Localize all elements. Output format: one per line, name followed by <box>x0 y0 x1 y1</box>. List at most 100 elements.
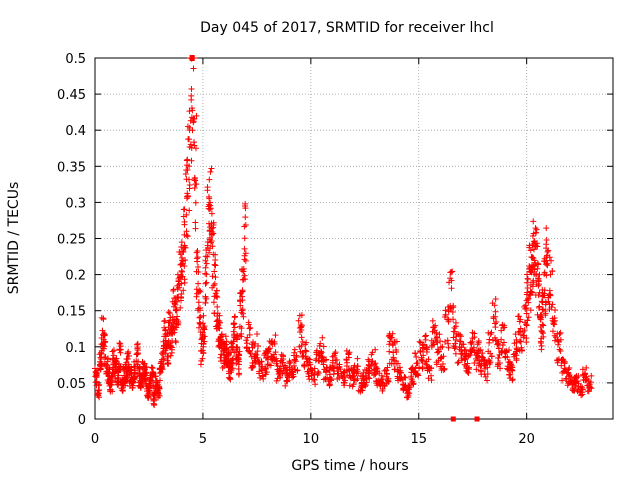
data-point <box>207 205 214 212</box>
data-point <box>340 379 347 386</box>
data-point <box>181 244 188 251</box>
data-point <box>374 365 381 372</box>
data-point <box>412 350 419 357</box>
data-point <box>102 338 109 345</box>
data-point <box>148 364 155 371</box>
data-point <box>267 362 274 369</box>
data-point <box>259 373 266 380</box>
data-point <box>505 347 512 354</box>
data-point <box>404 390 411 397</box>
data-point <box>575 373 582 380</box>
data-point <box>297 324 304 331</box>
data-point <box>509 377 516 384</box>
data-point <box>392 346 399 353</box>
data-point <box>184 156 191 163</box>
data-point <box>309 367 316 374</box>
data-point <box>188 157 195 164</box>
data-point <box>199 355 206 362</box>
data-point <box>343 357 350 364</box>
data-point <box>545 298 552 305</box>
data-point <box>416 338 423 345</box>
data-point <box>269 337 276 344</box>
data-point <box>298 312 305 319</box>
data-point <box>286 360 293 367</box>
data-point <box>347 374 354 381</box>
data-point <box>372 346 379 353</box>
data-point <box>186 182 193 189</box>
data-point <box>538 328 545 335</box>
data-point <box>228 366 235 373</box>
data-point <box>413 354 420 361</box>
data-point <box>517 338 524 345</box>
data-point <box>202 253 209 260</box>
data-point <box>249 364 256 371</box>
data-point <box>167 342 174 349</box>
data-point <box>195 299 202 306</box>
data-point <box>536 271 543 278</box>
y-tick-label: 0 <box>78 413 86 428</box>
data-point <box>197 313 204 320</box>
data-point <box>154 389 161 396</box>
data-point <box>238 307 245 314</box>
data-point <box>282 382 289 389</box>
data-point <box>290 373 297 380</box>
data-point <box>473 366 480 373</box>
data-point <box>159 356 166 363</box>
data-point <box>231 324 238 331</box>
data-point <box>208 225 215 232</box>
data-point <box>537 338 544 345</box>
data-point <box>195 280 202 287</box>
data-point <box>133 351 140 358</box>
data-point <box>383 373 390 380</box>
data-point <box>241 235 248 242</box>
data-point <box>145 394 152 401</box>
data-point <box>188 92 195 99</box>
data-point <box>391 357 398 364</box>
data-point <box>541 269 548 276</box>
data-point <box>278 357 285 364</box>
data-point <box>523 321 530 328</box>
data-point <box>186 176 193 183</box>
data-point <box>551 317 558 324</box>
axis-tick-labels: 0 0.05 0.1 0.15 0.2 0.25 0.3 0.35 0.4 0.45 0.5 0 5 10… <box>57 52 535 447</box>
data-point <box>332 349 339 356</box>
data-point <box>543 225 550 232</box>
data-point <box>192 225 199 232</box>
data-point <box>196 314 203 321</box>
data-point <box>536 281 543 288</box>
y-tick-label: 0.35 <box>57 160 86 175</box>
data-point <box>126 352 133 359</box>
data-point <box>232 313 239 320</box>
y-tick-label: 0.45 <box>57 88 86 103</box>
data-point <box>253 351 260 358</box>
data-point <box>108 373 115 380</box>
x-tick-label: 20 <box>518 432 535 447</box>
data-point <box>502 348 509 355</box>
data-point <box>557 348 564 355</box>
data-point <box>543 236 550 243</box>
data-point <box>428 377 435 384</box>
data-point <box>545 247 552 254</box>
data-point <box>181 276 188 283</box>
data-point <box>101 343 108 350</box>
data-point <box>283 378 290 385</box>
data-point <box>530 246 537 253</box>
data-point <box>273 355 280 362</box>
data-point <box>414 371 421 378</box>
data-point <box>482 373 489 380</box>
data-point <box>150 370 157 377</box>
data-point <box>575 380 582 387</box>
data-point <box>527 307 534 314</box>
data-point <box>476 347 483 354</box>
data-point <box>237 302 244 309</box>
data-point <box>467 348 474 355</box>
data-point <box>323 368 330 375</box>
data-point <box>325 378 332 385</box>
data-point <box>558 362 565 369</box>
data-point <box>571 386 578 393</box>
data-point <box>462 356 469 363</box>
data-point <box>111 347 118 354</box>
data-point <box>200 320 207 327</box>
data-point <box>498 327 505 334</box>
data-point <box>191 185 198 192</box>
